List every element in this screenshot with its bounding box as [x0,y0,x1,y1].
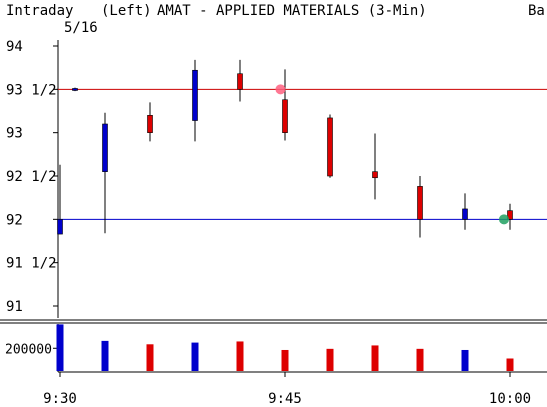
candle [102,112,108,234]
price-tick-label: 94 [6,39,23,55]
candle [192,59,198,142]
volume-bar [191,342,199,371]
candle [507,203,513,230]
candle-body [147,115,153,133]
header-mode: Intraday [6,3,73,19]
volume-bar [506,358,514,371]
volume-bars [56,324,514,371]
volume-bar [416,348,424,371]
volume-bar [371,345,379,371]
volume-bar [101,340,109,371]
volume-bar [461,349,469,371]
candle [237,59,243,102]
candle [57,164,63,235]
candle [72,87,78,92]
header-title: AMAT - APPLIED MATERIALS (3-Min) [157,3,427,19]
x-tick-label: 9:30 [43,391,77,407]
markers [275,84,509,225]
marker-dot [275,84,286,95]
volume-tick-label: 200000 [5,342,52,357]
candle-body [507,210,513,220]
candles [57,59,513,238]
candle [372,133,378,200]
marker-dot [499,214,509,225]
candle-body [237,73,243,90]
candle-body [327,117,333,177]
volume-bar [56,324,64,371]
volume-bar [326,348,334,371]
candle [282,69,288,141]
price-tick-label: 91 [6,299,23,315]
volume-bar [236,341,244,371]
header-right-cut: Ba [528,3,545,19]
volume-bar [146,344,154,371]
candle [327,114,333,178]
header-date: 5/16 [64,20,98,36]
candle-body [102,123,108,172]
candle-body [417,186,423,220]
volume-bar [281,349,289,371]
header-axis-side: (Left) [101,3,152,19]
candle [462,193,468,230]
x-axis-ticks: 9:30 9:45 10:00 [43,372,531,407]
price-tick-label: 92 1/2 [6,169,57,185]
candle-body [192,69,198,121]
candle-body [72,88,78,91]
price-tick-label: 91 1/2 [6,256,57,272]
x-tick-label: 10:00 [489,391,531,407]
price-panel: 94 93 1/2 93 92 1/2 92 91 1/2 91 [6,39,547,318]
volume-panel: 200000 [5,324,514,372]
price-tick-label: 92 [6,212,23,228]
candle [417,176,423,238]
volume-y-ticks: 200000 [5,342,58,357]
candle-body [282,99,288,133]
candle-body [57,219,63,235]
price-tick-label: 93 1/2 [6,82,57,98]
price-tick-label: 93 [6,126,23,142]
candle [147,102,153,142]
x-tick-label: 9:45 [268,391,302,407]
price-y-ticks: 94 93 1/2 93 92 1/2 92 91 1/2 91 [6,39,58,315]
candle-body [462,208,468,220]
candle-body [372,171,378,179]
